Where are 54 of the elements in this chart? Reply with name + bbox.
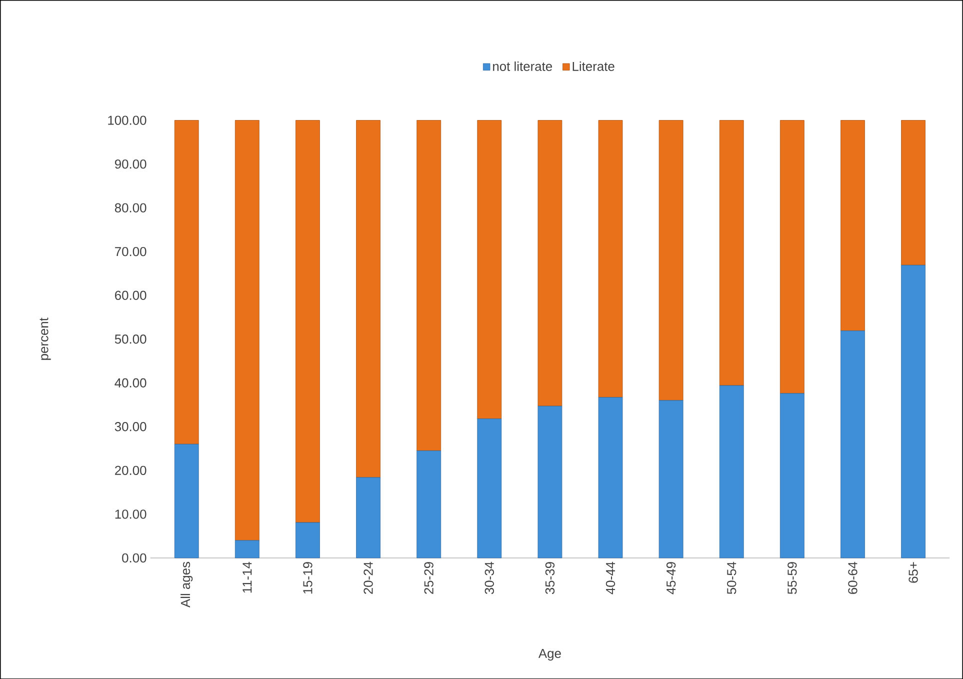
x-tick-label: 60-64 [848,562,858,594]
x-tick-label: All ages [180,562,193,608]
x-tick-label: 35-39 [545,562,555,594]
bar [234,120,260,541]
y-tick-label: 0.00 [122,553,146,562]
bar [719,120,744,386]
x-tick-label: 30-34 [484,562,494,594]
bar [416,450,442,558]
bar [719,385,744,558]
bar [598,120,623,398]
bar [901,264,926,558]
bar [416,120,442,451]
x-tick-label: 45-49 [666,562,676,594]
x-tick-label: 15-19 [303,562,312,594]
bar [658,120,684,400]
bar [356,120,380,478]
legend-label: not literate [493,61,552,71]
y-tick-label: 50.00 [114,334,146,344]
x-tick-label: 11-14 [242,562,252,592]
y-tick-label: 70.00 [115,246,146,256]
y-tick-label: 30.00 [114,422,146,432]
x-tick-label: 65+ [908,562,918,583]
y-tick-label: 60.00 [115,290,146,300]
x-tick-label: 20-24 [364,562,373,594]
x-tick-label: 25-29 [424,562,434,594]
y-axis-title: percent [40,318,51,360]
y-tick-label: 100.00 [108,116,146,125]
bar [840,120,865,331]
x-tick-label: 40-44 [606,562,616,594]
bar [234,540,260,558]
bar [598,397,623,558]
bar [901,120,926,266]
y-tick-label: 90.00 [114,159,146,169]
bar [174,120,199,444]
x-axis-title: Age [538,648,561,660]
bar [296,120,320,523]
bar [538,120,562,406]
bar [780,393,804,558]
bar [174,444,199,558]
bar [840,330,865,558]
legend-label: Literate [572,61,614,71]
y-tick-label: 10.00 [115,509,146,519]
bar [477,120,502,419]
x-tick-label: 50-54 [727,562,736,594]
y-tick-label: 40.00 [114,378,146,388]
bar [658,400,684,558]
y-tick-label: 20.00 [115,466,146,475]
bar [296,522,320,558]
x-tick-label: 55-59 [788,562,797,594]
bar [477,418,502,558]
bar [356,477,380,558]
bar [780,120,804,394]
y-tick-label: 80.00 [114,203,146,212]
bar [538,406,562,558]
